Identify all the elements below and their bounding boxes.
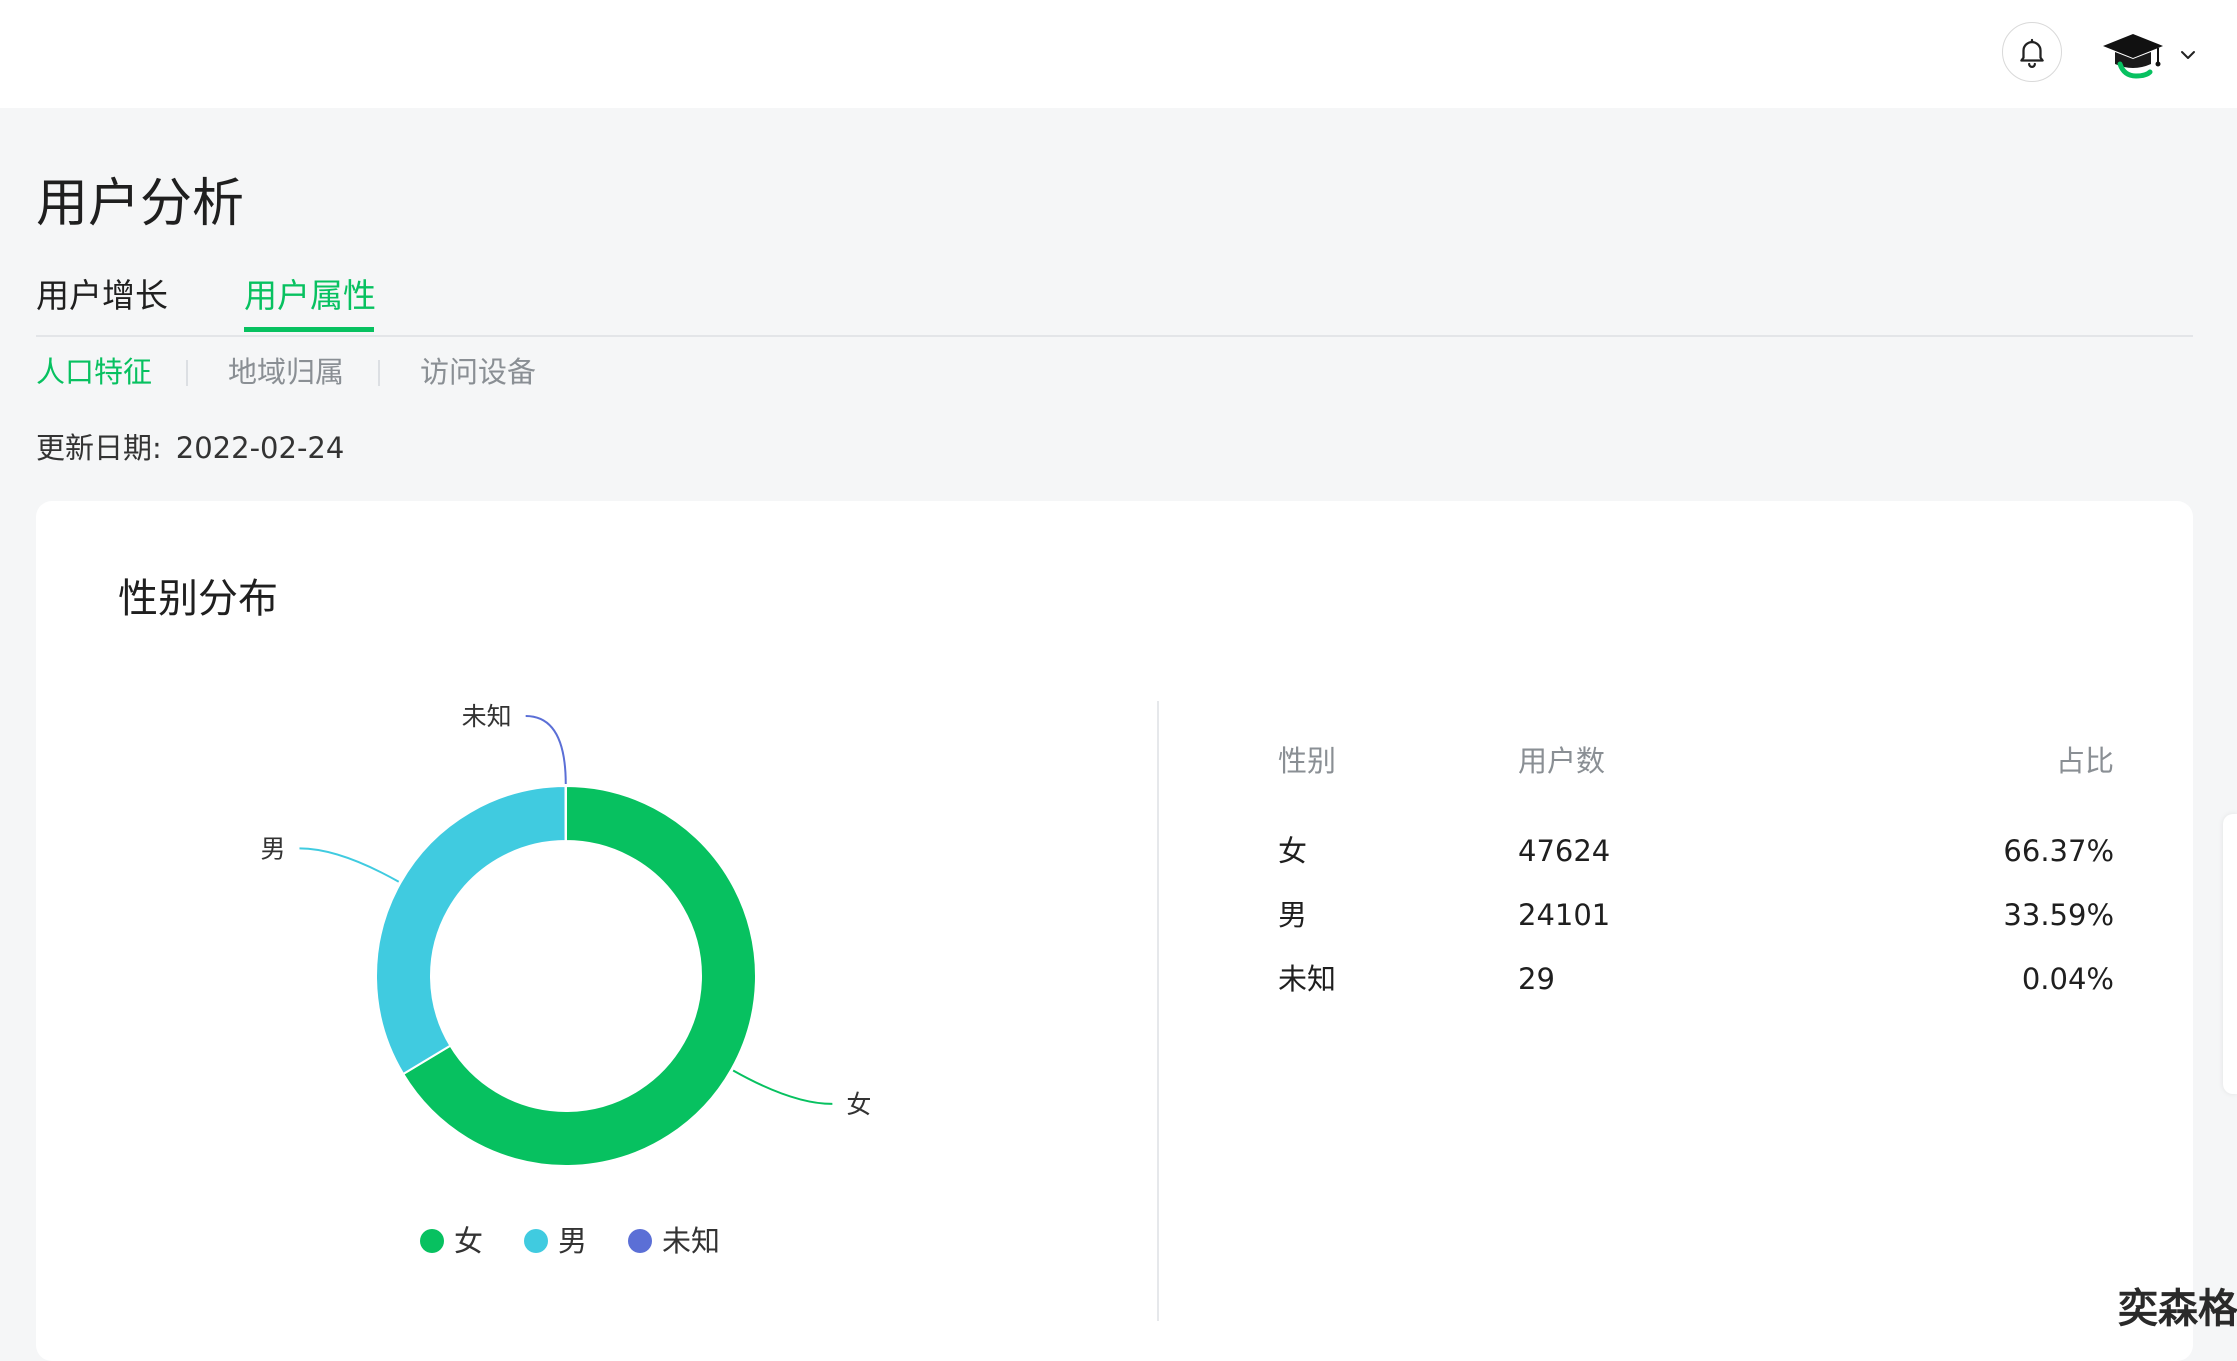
legend-label-unknown[interactable]: 未知	[662, 1224, 720, 1258]
donut-slice-male[interactable]	[376, 786, 566, 1074]
tab-user-attributes[interactable]: 用户属性	[244, 274, 376, 318]
active-tab-indicator	[244, 327, 374, 332]
tab-user-growth[interactable]: 用户增长	[36, 274, 168, 318]
cell-percent: 33.59%	[2003, 895, 2114, 935]
subtab-devices[interactable]: 访问设备	[420, 352, 536, 392]
cell-count: 24101	[1518, 895, 1610, 935]
update-date-label: 更新日期:	[36, 431, 162, 465]
slice-label-male: 男	[260, 834, 285, 863]
slice-label-unknown: 未知	[462, 702, 512, 731]
slice-label-female: 女	[846, 1090, 871, 1119]
table-row: 男 24101 33.59%	[1278, 895, 2114, 947]
cell-gender: 男	[1278, 895, 1307, 935]
graduation-cap-avatar-icon	[2100, 28, 2166, 82]
vertical-divider	[1157, 701, 1159, 1321]
table-row: 未知 29 0.04%	[1278, 959, 2114, 1011]
legend-label-male[interactable]: 男	[558, 1224, 587, 1258]
legend-marker-unknown[interactable]	[628, 1229, 652, 1253]
page-title: 用户分析	[36, 172, 244, 236]
table-header-count: 用户数	[1518, 741, 1605, 781]
gender-donut-chart: 女男未知女男未知	[36, 501, 1156, 1361]
cell-gender: 女	[1278, 831, 1307, 871]
legend-marker-female[interactable]	[420, 1229, 444, 1253]
main-tabs: 用户增长 用户属性	[36, 272, 2193, 337]
chevron-down-icon	[2178, 45, 2198, 65]
subtab-region[interactable]: 地域归属	[228, 352, 344, 392]
cell-gender: 未知	[1278, 959, 1336, 999]
bell-icon	[2015, 35, 2049, 69]
cell-count: 29	[1518, 959, 1555, 999]
update-date-value: 2022-02-24	[176, 431, 345, 465]
update-date-line: 更新日期: 2022-02-24	[36, 428, 344, 468]
user-menu[interactable]	[2100, 28, 2198, 82]
subtab-divider	[186, 360, 188, 386]
side-scroll-handle[interactable]	[2223, 814, 2237, 1094]
cell-count: 47624	[1518, 831, 1610, 871]
table-header-gender: 性别	[1278, 741, 1336, 781]
cell-percent: 0.04%	[2022, 959, 2114, 999]
legend-label-female[interactable]: 女	[454, 1224, 483, 1258]
subtab-divider	[378, 360, 380, 386]
top-bar	[0, 0, 2237, 108]
table-header-percent: 占比	[2056, 741, 2114, 781]
watermark-text: 奕森格	[2118, 1276, 2237, 1334]
label-leader-line-female	[733, 1070, 832, 1103]
label-leader-line-male	[299, 848, 398, 881]
subtab-demographics[interactable]: 人口特征	[36, 352, 152, 392]
gender-distribution-card: 性别分布 女男未知女男未知 性别 用户数 占比 女 47624 66.37% 男…	[36, 501, 2193, 1361]
notification-bell-button[interactable]	[2002, 22, 2062, 82]
cell-percent: 66.37%	[2003, 831, 2114, 871]
legend-marker-male[interactable]	[524, 1229, 548, 1253]
label-leader-line-unknown	[526, 716, 566, 784]
table-row: 女 47624 66.37%	[1278, 831, 2114, 883]
